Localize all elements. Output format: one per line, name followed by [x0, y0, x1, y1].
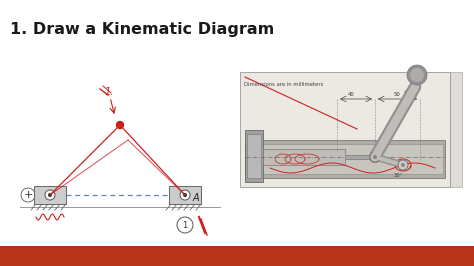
- Circle shape: [398, 160, 408, 170]
- Circle shape: [48, 193, 52, 197]
- Circle shape: [45, 190, 55, 200]
- Text: 50: 50: [393, 92, 401, 97]
- Text: Dimensions are in millimeters: Dimensions are in millimeters: [244, 82, 323, 87]
- Bar: [34, 186, 66, 204]
- Text: 40: 40: [347, 92, 355, 97]
- Circle shape: [117, 122, 124, 128]
- Circle shape: [183, 193, 187, 197]
- Text: 1. Draw a Kinematic Diagram: 1. Draw a Kinematic Diagram: [10, 22, 274, 37]
- Circle shape: [373, 155, 377, 159]
- Circle shape: [180, 190, 190, 200]
- Circle shape: [410, 68, 424, 82]
- Bar: [450, 72, 462, 187]
- Bar: [263, 149, 345, 165]
- Text: +: +: [23, 190, 33, 200]
- Text: 1: 1: [182, 221, 188, 230]
- Bar: [245, 140, 445, 178]
- Text: 1.: 1.: [105, 87, 114, 97]
- Bar: [240, 72, 450, 187]
- Bar: [247, 144, 443, 174]
- Bar: [247, 134, 261, 178]
- Circle shape: [177, 217, 193, 233]
- Text: 30°: 30°: [393, 173, 402, 178]
- Bar: [245, 130, 263, 182]
- Bar: [0, 246, 474, 266]
- Text: A: A: [193, 193, 200, 203]
- Bar: [169, 186, 201, 204]
- Circle shape: [407, 65, 427, 85]
- Circle shape: [401, 163, 405, 167]
- Circle shape: [370, 152, 380, 162]
